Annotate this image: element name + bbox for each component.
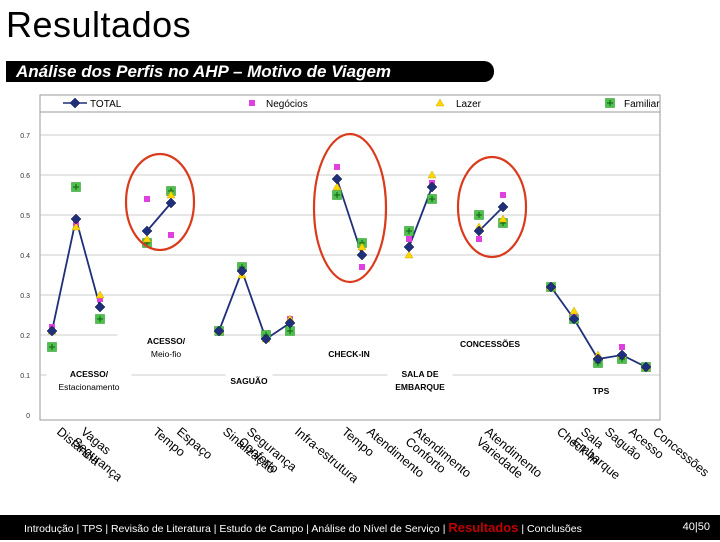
highlight-ellipse [456, 155, 528, 259]
group-label: CONCESSÕES [460, 339, 520, 349]
point-familiar-11 [404, 226, 414, 236]
page-number: 40|50 [682, 521, 710, 533]
group-label: ACESSO/ [147, 336, 186, 346]
point-negcios-10 [359, 264, 365, 270]
total-series-line [146, 202, 172, 232]
point-negcios-14 [500, 192, 506, 198]
group-label: Estacionamento [59, 382, 120, 392]
highlight-ellipse [312, 132, 388, 284]
y-tick-label: 0.1 [20, 373, 30, 380]
point-total-4 [165, 197, 177, 209]
point-total-12 [426, 181, 438, 193]
y-tick-label: 0.6 [20, 173, 30, 180]
highlight-ellipse [124, 152, 196, 252]
point-familiar-9 [332, 190, 342, 200]
point-total-11 [403, 241, 415, 253]
y-tick-label: 0.2 [20, 333, 30, 340]
group-label: SALA DE [402, 369, 439, 379]
point-familiar-13 [474, 210, 484, 220]
point-familiar-2 [95, 314, 105, 324]
motivo-viagem-chart: TOTAL Negócios Lazer Familiar 0 0.1 0.2 0.3 0.4 0… [20, 94, 712, 486]
group-label: TPS [593, 386, 610, 396]
group-label: SAGUÃO [230, 376, 268, 386]
point-negcios-4 [168, 232, 174, 238]
slide-title: Resultados [6, 4, 192, 45]
group-label: Meio-fio [151, 349, 182, 359]
group-label-box [387, 365, 453, 395]
point-negcios-11 [406, 236, 412, 242]
subtitle: Análise dos Perfis no AHP – Motivo de Vi… [16, 62, 392, 81]
legend-label: TOTAL [90, 99, 122, 110]
point-familiar-12 [427, 194, 437, 204]
point-total-9 [331, 173, 343, 185]
point-familiar-1 [71, 182, 81, 192]
group-label: EMBARQUE [395, 382, 445, 392]
legend-marker-total [69, 97, 81, 109]
subtitle-bar: Análise dos Perfis no AHP – Motivo de Vi… [6, 61, 494, 82]
footer-sections-before[interactable]: Introdução | TPS | Revisão de Literatura… [24, 523, 446, 535]
group-label-box [585, 382, 617, 398]
point-lazer-14 [498, 214, 508, 223]
point-total-18 [616, 349, 628, 361]
point-total-3 [141, 225, 153, 237]
point-total-16 [568, 313, 580, 325]
y-tick-label: 0.5 [20, 213, 30, 220]
y-tick-label: 0 [26, 413, 30, 420]
legend-marker-familiar [605, 98, 615, 108]
legend-label: Familiar [624, 99, 660, 110]
point-lazer-11 [404, 250, 414, 259]
point-negcios-13 [476, 236, 482, 242]
point-total-14 [497, 201, 509, 213]
footer-sections: Introdução | TPS | Revisão de Literatura… [24, 515, 582, 542]
y-tick-label: 0.3 [20, 293, 30, 300]
point-total-13 [473, 225, 485, 237]
point-negcios-2 [97, 296, 103, 302]
point-total-1 [70, 213, 82, 225]
point-total-0 [46, 325, 58, 337]
footer-current-section[interactable]: Resultados [448, 520, 519, 535]
group-label: CHECK-IN [328, 349, 370, 359]
point-familiar-0 [47, 342, 57, 352]
point-lazer-2 [95, 290, 105, 299]
point-lazer-3 [142, 234, 152, 243]
group-label-box [117, 332, 215, 364]
group-label-box [317, 345, 381, 361]
point-lazer-1 [71, 222, 81, 231]
point-total-17 [592, 353, 604, 365]
point-total-7 [260, 333, 272, 345]
footer-navigation: Introdução | TPS | Revisão de Literatura… [0, 515, 720, 540]
group-label-box [225, 372, 273, 388]
point-total-19 [640, 361, 652, 373]
legend-marker-lazer [435, 98, 445, 107]
group-label: ACESSO/ [70, 369, 109, 379]
point-negcios-18 [619, 344, 625, 350]
point-total-6 [236, 265, 248, 277]
point-negcios-3 [144, 196, 150, 202]
point-lazer-12 [427, 170, 437, 179]
total-series-line [218, 268, 291, 341]
plot-frame [39, 94, 661, 421]
y-tick-label: 0.7 [20, 133, 30, 140]
point-total-8 [284, 317, 296, 329]
point-negcios-9 [334, 164, 340, 170]
legend-label: Negócios [266, 99, 308, 110]
point-total-10 [356, 249, 368, 261]
point-total-5 [213, 325, 225, 337]
y-tick-label: 0.4 [20, 253, 30, 260]
legend-marker-negcios [249, 100, 255, 106]
group-label-box [46, 365, 132, 393]
point-lazer-9 [332, 182, 342, 191]
total-series-line [478, 206, 504, 232]
group-label-box [451, 335, 529, 351]
point-total-2 [94, 301, 106, 313]
point-total-15 [545, 281, 557, 293]
legend-label: Lazer [456, 99, 482, 110]
footer-sections-after[interactable]: | Conclusões [521, 523, 582, 535]
